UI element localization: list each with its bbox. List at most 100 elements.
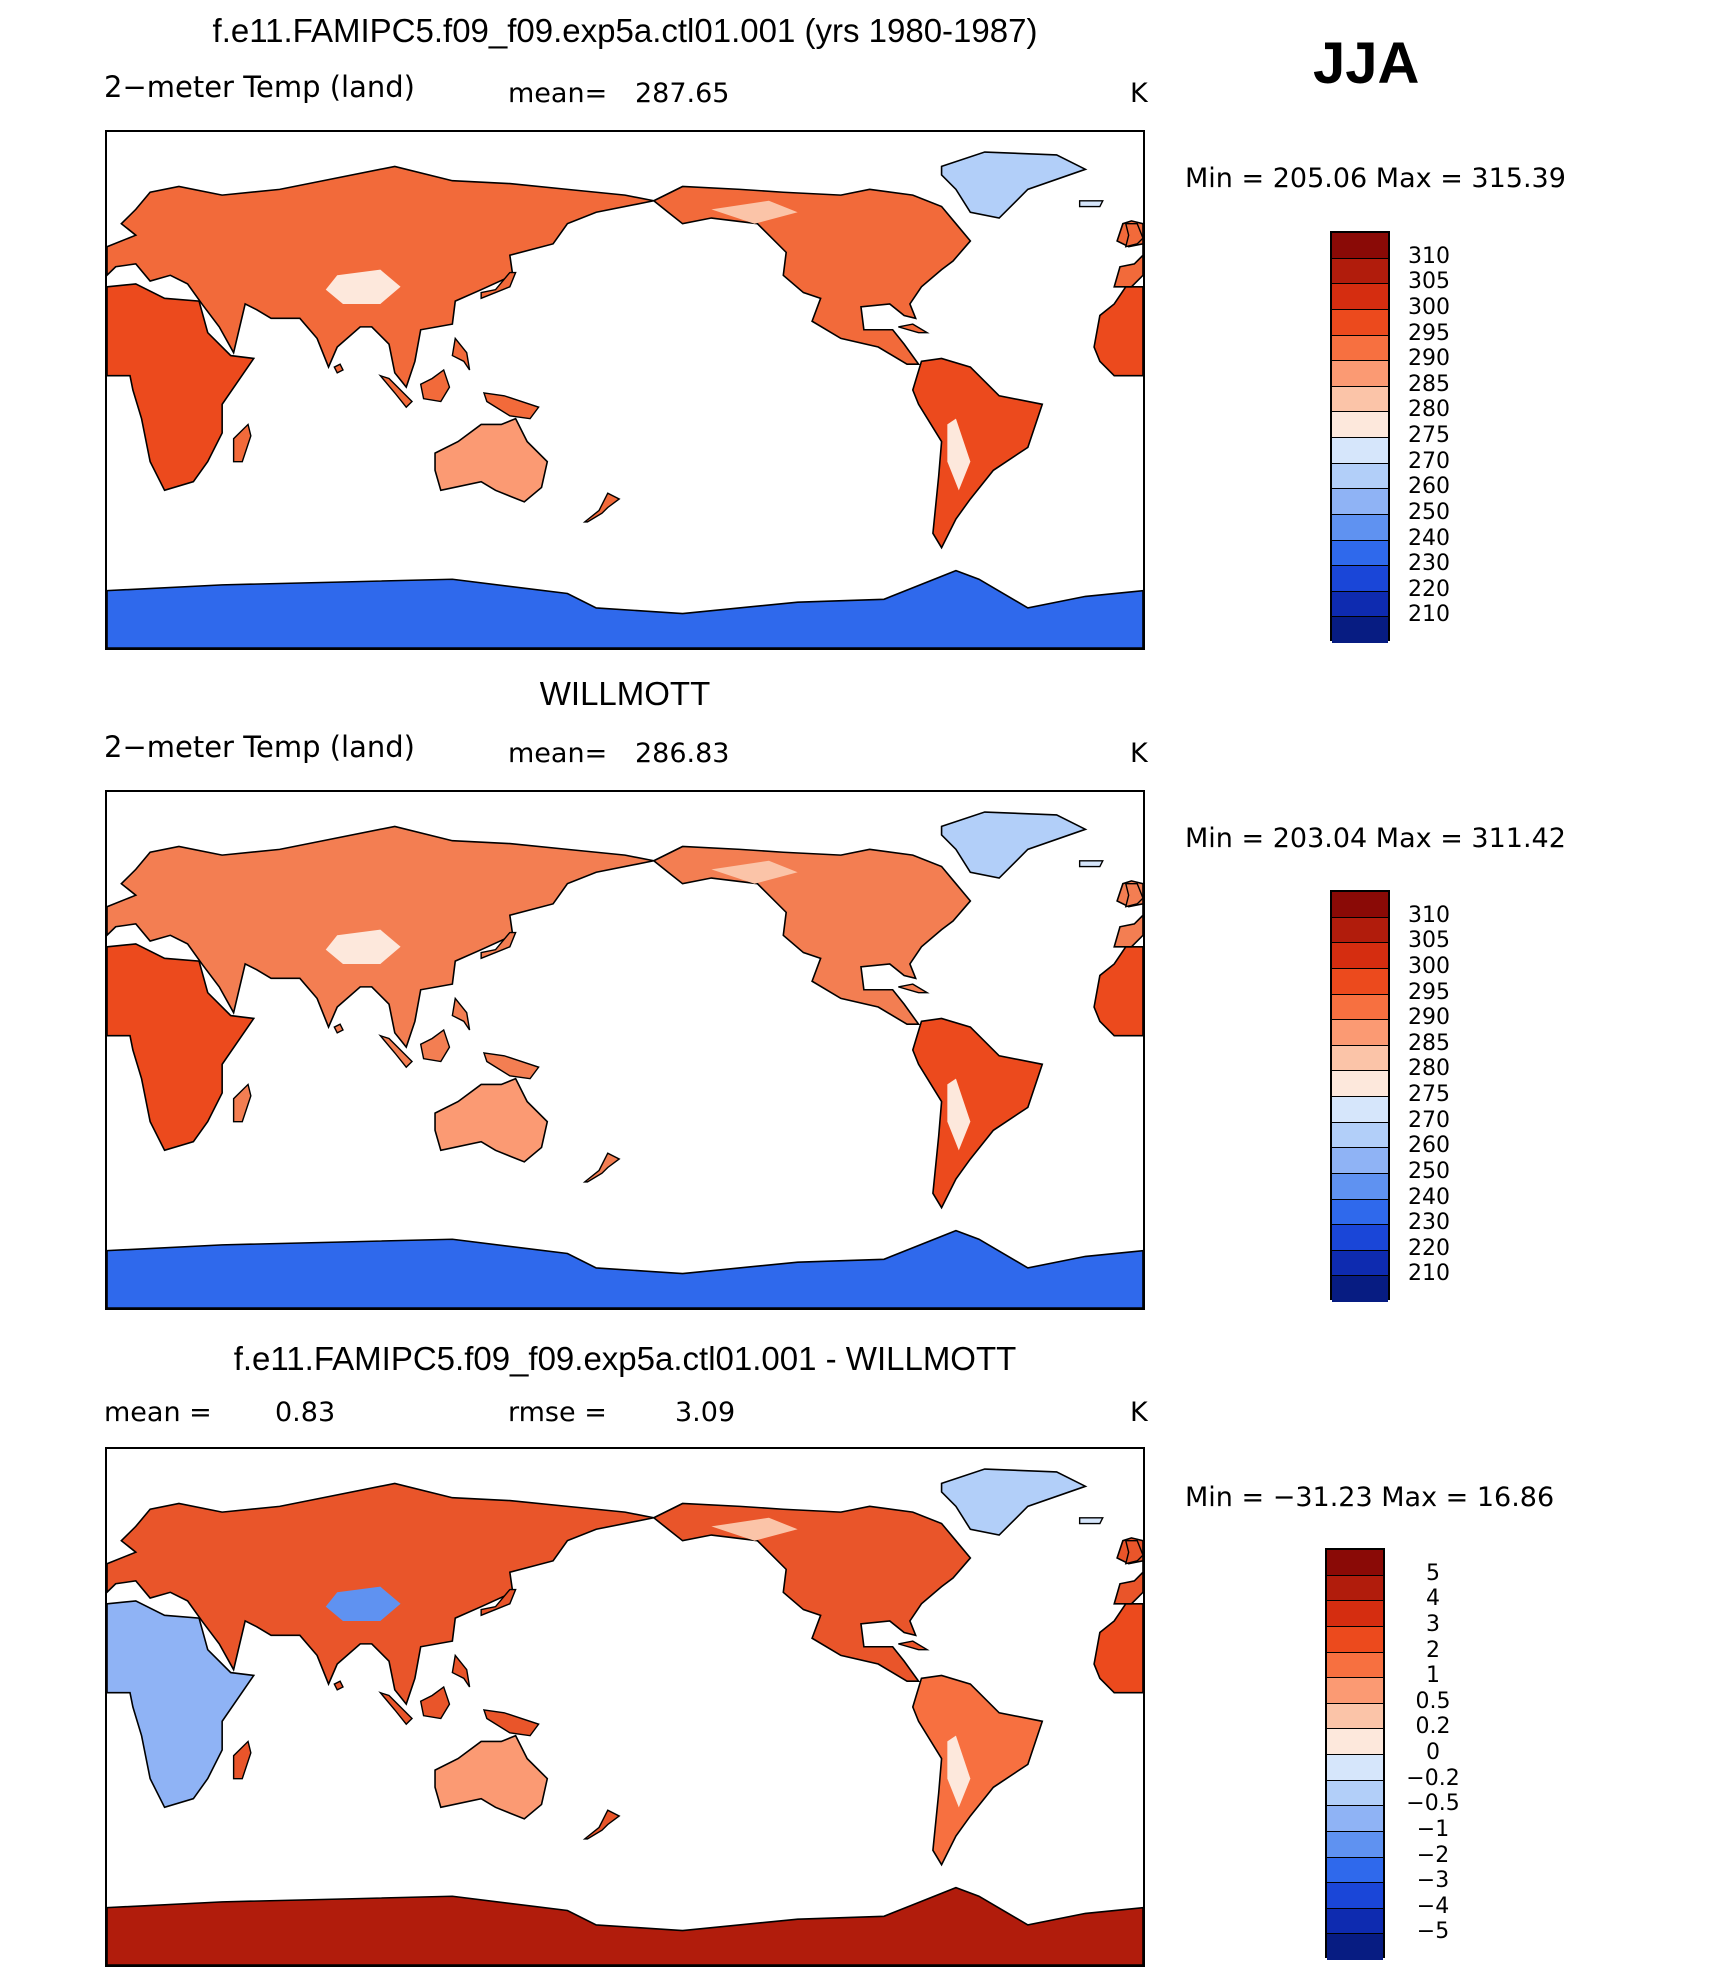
island-uk — [1124, 882, 1143, 908]
colorbar-swatch — [1332, 489, 1388, 515]
colorbar-swatch — [1332, 412, 1388, 438]
colorbar-tick-label: 220 — [1408, 576, 1450, 602]
field-patch — [947, 1735, 971, 1808]
colorbar-tick-label: 290 — [1408, 1005, 1450, 1031]
colorbar-swatch — [1332, 591, 1388, 618]
panel2-unit: K — [1130, 738, 1148, 769]
island-sumatra — [378, 374, 414, 409]
landmass-australia — [434, 1734, 549, 1820]
colorbar-swatch — [1327, 1652, 1383, 1679]
island-japan — [480, 271, 517, 300]
panel2-mean-label: mean= — [508, 738, 608, 769]
colorbar-swatch — [1332, 1122, 1388, 1149]
panel3-rmse-label: rmse = — [508, 1397, 607, 1428]
field-patch — [711, 200, 798, 224]
colorbar-swatch — [1332, 1199, 1388, 1226]
landmass-africaWest — [1093, 286, 1143, 377]
landmass-greenland — [940, 811, 1088, 879]
colorbar-tick-label: 295 — [1408, 320, 1450, 346]
landmass-greenland — [940, 1468, 1088, 1536]
colorbar-tick-label: 275 — [1408, 423, 1450, 448]
colorbar-swatch — [1327, 1729, 1383, 1755]
field-patch — [325, 269, 401, 304]
panel1-mean-label: mean= — [508, 78, 608, 109]
colorbar-swatch — [1332, 917, 1388, 944]
colorbar-swatch — [1332, 1173, 1388, 1200]
colorbar-tick-label: 305 — [1408, 269, 1450, 295]
colorbar-tick-label: 285 — [1408, 371, 1450, 397]
panel3-mean-value: 0.83 — [275, 1397, 336, 1428]
panel2-colorbar — [1330, 890, 1390, 1302]
colorbar-swatch — [1327, 1678, 1383, 1704]
panel1-unit: K — [1130, 78, 1148, 109]
island-sriLanka — [333, 1680, 344, 1691]
colorbar-tick-label: 240 — [1408, 525, 1450, 551]
panel3-mean-label: mean = — [104, 1397, 212, 1428]
island-sriLanka — [333, 1023, 344, 1034]
field-patch — [947, 418, 971, 491]
panel1-map — [105, 130, 1145, 650]
colorbar-tick-label: −5 — [1416, 1919, 1450, 1945]
colorbar-swatch — [1327, 1601, 1383, 1627]
colorbar-swatch — [1332, 438, 1388, 464]
landmass-africa — [107, 943, 256, 1152]
colorbar-tick-label: 310 — [1408, 902, 1450, 928]
island-nz — [582, 1152, 621, 1183]
colorbar-tick-label: −1 — [1416, 1816, 1450, 1842]
island-nz — [582, 1809, 621, 1840]
island-iceland — [1078, 860, 1104, 868]
island-madagascar — [232, 423, 252, 463]
colorbar-swatch — [1332, 386, 1388, 413]
panel3-colorbar — [1325, 1548, 1385, 1960]
panel3-rmse-value: 3.09 — [675, 1397, 736, 1428]
landmass-africaWest — [1093, 946, 1143, 1037]
colorbar-tick-label: 2 — [1426, 1637, 1440, 1663]
island-sumatra — [378, 1691, 414, 1726]
colorbar-swatch — [1332, 1148, 1388, 1174]
landmass-africa — [107, 1600, 256, 1809]
colorbar-tick-label: 210 — [1408, 602, 1450, 628]
island-iceland — [1078, 1517, 1104, 1525]
colorbar-tick-label: 260 — [1408, 474, 1450, 500]
landmass-australia — [434, 1077, 549, 1163]
colorbar-swatch — [1332, 233, 1388, 259]
colorbar-tick-label: −2 — [1416, 1842, 1450, 1868]
colorbar-tick-label: −0.5 — [1406, 1791, 1460, 1817]
colorbar-tick-label: 300 — [1408, 953, 1450, 979]
island-borneo — [419, 1028, 451, 1063]
landmass-namerica — [652, 185, 972, 365]
island-philippines — [451, 996, 471, 1031]
panel1-variable-label: 2−meter Temp (land) — [104, 70, 415, 104]
colorbar-swatch — [1332, 943, 1388, 969]
island-newguinea — [482, 392, 540, 420]
island-japan — [480, 931, 517, 960]
island-sumatra — [378, 1034, 414, 1069]
colorbar-tick-label: 270 — [1408, 448, 1450, 474]
colorbar-tick-label: 5 — [1426, 1560, 1440, 1586]
colorbar-swatch — [1332, 361, 1388, 387]
colorbar-tick-label: 230 — [1408, 551, 1450, 577]
island-iceland — [1078, 200, 1104, 208]
colorbar-tick-label: 240 — [1408, 1184, 1450, 1210]
panel1-minmax: Min = 205.06 Max = 315.39 — [1185, 163, 1566, 194]
colorbar-tick-label: −3 — [1416, 1868, 1450, 1894]
colorbar-swatch — [1332, 1276, 1388, 1302]
island-sriLanka — [333, 363, 344, 374]
colorbar-swatch — [1332, 514, 1388, 541]
panel2-title: WILLMOTT — [539, 675, 711, 712]
island-philippines — [451, 336, 471, 371]
field-patch — [711, 860, 798, 884]
island-madagascar — [232, 1083, 252, 1123]
colorbar-tick-label: 260 — [1408, 1133, 1450, 1159]
island-uk — [1124, 1539, 1143, 1565]
colorbar-swatch — [1332, 617, 1388, 643]
island-borneo — [419, 368, 451, 403]
panel3-title: f.e11.FAMIPC5.f09_f09.exp5a.ctl01.001 - … — [233, 1340, 1017, 1377]
island-japan — [480, 1588, 517, 1617]
landmass-africa — [107, 283, 256, 492]
colorbar-tick-label: 290 — [1408, 346, 1450, 372]
colorbar-swatch — [1332, 335, 1388, 362]
colorbar-swatch — [1327, 1857, 1383, 1884]
colorbar-swatch — [1327, 1806, 1383, 1832]
colorbar-tick-label: 250 — [1408, 1158, 1450, 1184]
